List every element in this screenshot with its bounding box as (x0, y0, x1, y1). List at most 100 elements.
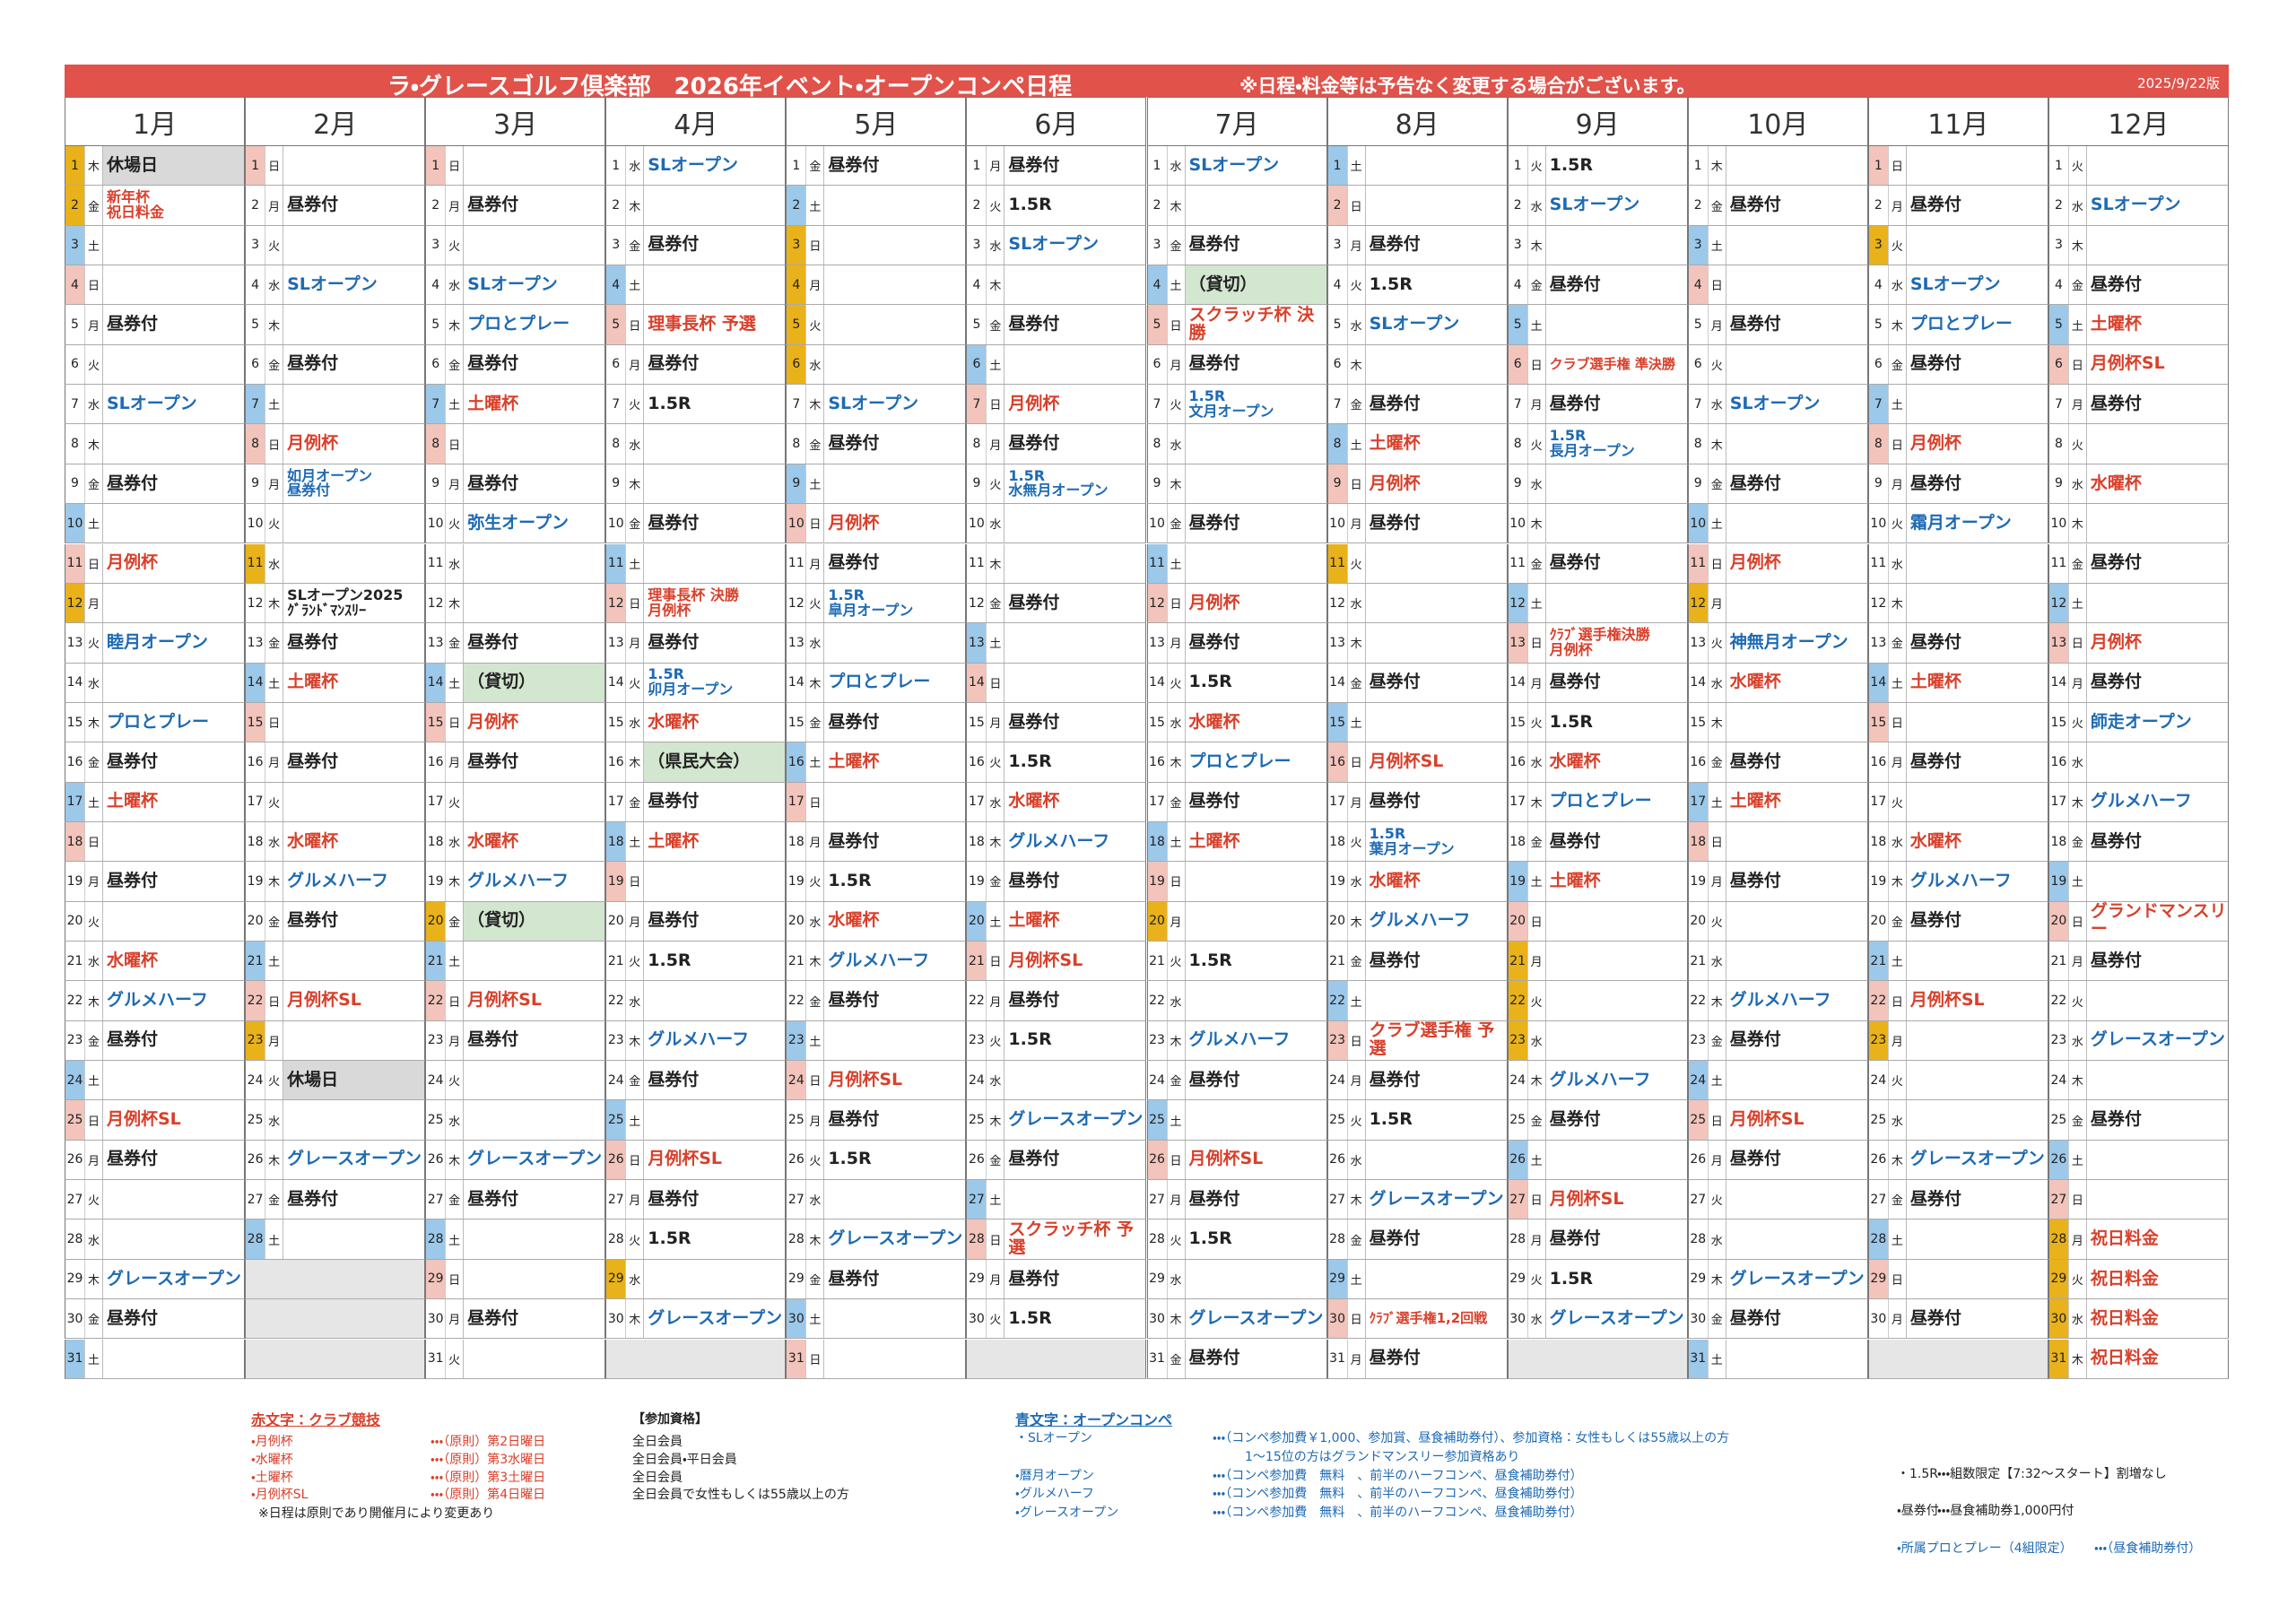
day-row: 26 木グレースオープン (245, 1140, 426, 1181)
day-row: 28 月祝日料金 (2048, 1219, 2229, 1260)
day-number: 18 (787, 821, 807, 862)
day-row: 4 火 1.5R (1326, 265, 1508, 306)
day-row: 17 火 (245, 782, 426, 822)
event: 昼券付 (2090, 393, 2142, 413)
day-number: 8 (246, 424, 266, 464)
day-number: 12 (606, 583, 627, 623)
weekday: 水 (806, 623, 825, 663)
event: 1.5R (1188, 950, 1232, 970)
legend-item: ・SLオープン (1015, 1431, 1092, 1445)
event: 1.5R (648, 950, 691, 970)
day-row (1507, 1339, 1688, 1379)
day-number: 15 (246, 702, 266, 742)
day-row: 29 木グレースオープン (65, 1259, 246, 1300)
event: 昼券付 (467, 1307, 519, 1328)
weekday: 金 (626, 1061, 645, 1100)
weekday: 金 (85, 742, 103, 782)
weekday: 月 (1348, 1061, 1366, 1100)
weekday: 月 (806, 543, 825, 583)
event: 昼券付 (1729, 1149, 1781, 1169)
weekday: 火 (626, 385, 645, 424)
weekday: 木 (446, 583, 465, 623)
weekday: 水 (265, 1100, 284, 1140)
event: 土曜杯 (467, 393, 519, 413)
day-number: 23 (1508, 1020, 1528, 1061)
day-number: 7 (65, 385, 85, 424)
weekday: 火 (1528, 424, 1546, 464)
day-number: 15 (2048, 702, 2069, 742)
day-number: 13 (2048, 623, 2069, 663)
weekday: 火 (2069, 1259, 2087, 1299)
weekday: 月 (1709, 1140, 1726, 1180)
weekday: 月 (265, 742, 284, 782)
day-row: 31 金昼券付 (1146, 1339, 1327, 1379)
day-number: 3 (1868, 225, 1889, 265)
weekday: 火 (626, 942, 645, 981)
weekday: 水 (1168, 1259, 1186, 1299)
day-number: 7 (787, 385, 807, 424)
event: 昼券付 (1909, 751, 1961, 771)
day-number: 8 (426, 424, 447, 464)
weekday: 金 (265, 344, 284, 385)
day-number: 24 (1688, 1061, 1709, 1100)
weekday: 水 (85, 942, 103, 981)
day-number: 23 (1327, 1020, 1348, 1061)
day-number: 2 (967, 186, 987, 225)
weekday: 木 (626, 186, 645, 225)
day-number: 25 (967, 1100, 987, 1140)
day-row: 13 月昼券付 (1146, 623, 1327, 664)
weekday: 月 (2069, 1219, 2087, 1259)
event: 月例杯 (2090, 631, 2142, 652)
event: 理事長杯 決勝 月例杯 (648, 586, 739, 619)
weekday: 火 (446, 225, 465, 265)
weekday: 日 (1709, 1100, 1726, 1140)
day-number: 8 (1688, 424, 1709, 464)
weekday: 水 (265, 543, 284, 583)
event: 昼券付 (648, 1069, 700, 1089)
day-number: 20 (787, 901, 807, 941)
event: SLオープン (467, 273, 558, 294)
day-number: 3 (1327, 225, 1348, 265)
day-row: 29 木グレースオープン (1687, 1259, 1868, 1300)
day-row: 19 金昼券付 (966, 862, 1147, 902)
day-number: 7 (1868, 385, 1889, 424)
day-number: 24 (787, 1061, 807, 1100)
day-row: 20 月昼券付 (605, 901, 787, 942)
day-number: 4 (426, 265, 447, 305)
legend-desc: ・・・（原則）第2日曜日 (430, 1435, 546, 1449)
weekday: 火 (446, 782, 465, 821)
month-header: 8月 (1326, 97, 1508, 146)
day-number: 23 (426, 1020, 447, 1061)
event: グレースオープン (1008, 1109, 1144, 1130)
day-number: 5 (246, 305, 266, 344)
day-row: 16 月昼券付 (1867, 742, 2048, 783)
day-number: 14 (2048, 663, 2069, 702)
event: 1.5R (648, 1228, 691, 1249)
weekday: 金 (806, 702, 825, 742)
weekday: 水 (806, 901, 825, 941)
day-row: 13 木 (1326, 623, 1508, 664)
day-row: 23 水 (1507, 1020, 1688, 1062)
title: ラ・グレースゴルフ倶楽部 2026年イベント・オープンコンペ日程 (387, 74, 1073, 100)
weekday: 水 (1528, 1299, 1546, 1339)
day-number: 25 (246, 1100, 266, 1140)
event: 昼券付 (1369, 234, 1421, 255)
weekday: 金 (2069, 265, 2087, 305)
weekday: 木 (1889, 862, 1907, 901)
weekday: 土 (265, 942, 284, 981)
weekday: 月 (1709, 305, 1726, 344)
weekday: 火 (1528, 146, 1546, 186)
day-number: 29 (1868, 1259, 1889, 1299)
day-number: 11 (1688, 543, 1709, 583)
weekday: 木 (85, 981, 103, 1020)
day-number: 9 (787, 464, 807, 504)
day-row: 14 月昼券付 (2048, 663, 2229, 703)
day-number: 4 (967, 265, 987, 305)
day-number: 9 (246, 464, 266, 504)
weekday: 日 (85, 543, 103, 583)
day-row: 20 日 (1507, 901, 1688, 942)
legend-item: ・土曜杯 (251, 1471, 293, 1485)
event: グルメハーフ (1909, 871, 2012, 890)
